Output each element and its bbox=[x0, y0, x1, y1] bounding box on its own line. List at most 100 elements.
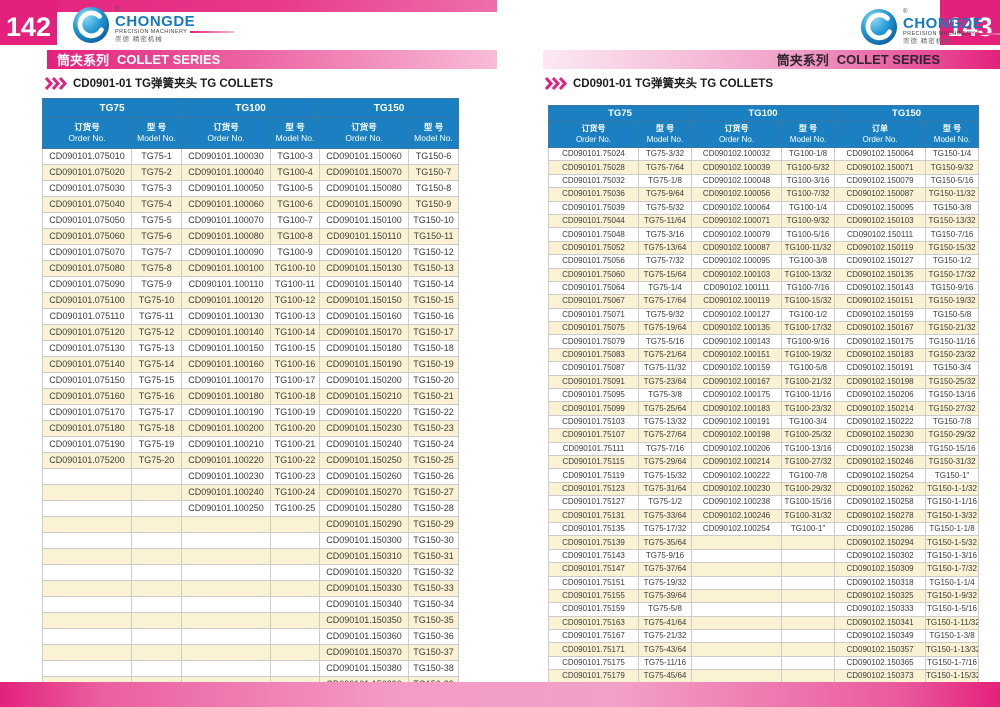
order-no-cell: CD090101.150260 bbox=[319, 468, 410, 485]
model-no-cell: TG150-21/32 bbox=[925, 321, 980, 336]
table-row: CD090101.075130 TG75-13 CD090101.100150 TG1… bbox=[42, 340, 460, 357]
order-no-cell: CD090101.150370 bbox=[319, 644, 410, 661]
table-row: CD090101.75127 TG75-1/2 CD090102.100238 TG1… bbox=[548, 495, 980, 510]
order-no-cell bbox=[42, 660, 132, 677]
model-no-cell: TG75-15/32 bbox=[637, 468, 693, 483]
column-header: 订单 Order No. bbox=[834, 121, 927, 148]
model-no-cell: TG150-31 bbox=[408, 548, 460, 565]
model-no-cell: TG150-1-3/8 bbox=[925, 629, 980, 644]
order-no-cell: CD090102.150230 bbox=[834, 428, 927, 443]
table-row: CD090101.150380 TG150-38 bbox=[42, 660, 460, 677]
model-no-cell: TG150-29 bbox=[408, 516, 460, 533]
model-no-cell: TG75-15/64 bbox=[637, 267, 693, 282]
model-no-cell: TG100-25/32 bbox=[781, 428, 836, 443]
model-no-cell: TG150-31/32 bbox=[925, 454, 980, 470]
order-no-cell: CD090101.75163 bbox=[548, 615, 639, 631]
order-no-cell: CD090101.75044 bbox=[548, 213, 639, 229]
order-no-cell: CD090101.100040 bbox=[181, 164, 272, 181]
order-no-cell: CD090101.150130 bbox=[319, 260, 410, 277]
brand-accent-line bbox=[190, 31, 235, 34]
order-no-cell: CD090101.075150 bbox=[42, 372, 132, 389]
order-no-cell: CD090101.150290 bbox=[319, 516, 410, 533]
model-no-cell bbox=[130, 564, 183, 581]
model-no-cell: TG100-3/4 bbox=[781, 414, 836, 430]
table-row: CD090101.75175 TG75-11/16 CD090102.150365 T… bbox=[548, 655, 980, 671]
group-header-row: TG75 TG100 TG150 bbox=[41, 98, 460, 118]
table-row: CD090101.75115 TG75-29/64 CD090102.100214 T… bbox=[548, 454, 980, 470]
model-no-cell: TG75-13/32 bbox=[637, 414, 693, 430]
model-no-cell: TG150-18 bbox=[408, 340, 460, 357]
table-row: CD090101.75151 TG75-19/32 CD090102.150318 T… bbox=[548, 575, 980, 590]
model-no-cell: TG150-32 bbox=[408, 564, 460, 581]
group-header: TG150 bbox=[834, 105, 980, 122]
model-no-cell bbox=[130, 612, 183, 629]
order-no-cell: CD090101.150070 bbox=[319, 164, 410, 181]
model-no-cell: TG100-1" bbox=[781, 521, 836, 537]
model-no-cell: TG100-1/8 bbox=[781, 146, 836, 162]
order-no-cell: CD090101.75135 bbox=[548, 521, 639, 537]
model-no-cell: TG75-9 bbox=[130, 276, 183, 293]
order-no-cell: CD090101.150330 bbox=[319, 580, 410, 597]
order-no-cell: CD090102.150365 bbox=[834, 655, 927, 671]
table-row: CD090101.75064 TG75-1/4 CD090102.100111 TG1… bbox=[548, 280, 980, 296]
order-no-cell: CD090101.75155 bbox=[548, 588, 639, 604]
order-no-cell: CD090101.150300 bbox=[319, 532, 410, 549]
top-strip bbox=[0, 0, 497, 12]
order-no-cell bbox=[691, 602, 783, 617]
table-row: CD090101.75036 TG75-9/64 CD090102.100056 TG… bbox=[548, 187, 980, 202]
model-no-cell: TG100-11/16 bbox=[781, 388, 836, 403]
model-no-cell: TG100-21/32 bbox=[781, 374, 836, 390]
order-no-cell: CD090101.075180 bbox=[42, 420, 132, 437]
order-no-cell: CD090101.75095 bbox=[548, 388, 639, 403]
model-no-cell bbox=[781, 562, 836, 577]
model-no-cell: TG100-9/32 bbox=[781, 213, 836, 229]
order-no-cell: CD090101.075060 bbox=[42, 228, 132, 245]
model-no-cell: TG75-11/32 bbox=[637, 361, 693, 376]
model-no-cell bbox=[270, 660, 321, 677]
model-no-cell: TG75-7/32 bbox=[637, 254, 693, 269]
order-no-cell: CD090102.100039 bbox=[691, 160, 783, 175]
model-no-cell: TG100-7 bbox=[270, 212, 321, 229]
model-no-cell: TG75-7/64 bbox=[637, 160, 693, 175]
brand-accent-line bbox=[978, 33, 1000, 36]
model-no-cell: TG100-21 bbox=[270, 436, 321, 453]
model-no-cell: TG150-7 bbox=[408, 164, 460, 181]
model-no-cell: TG75-35/64 bbox=[637, 535, 693, 550]
model-no-cell: TG100-23 bbox=[270, 468, 321, 485]
order-no-cell: CD090101.075100 bbox=[42, 292, 132, 309]
order-no-cell: CD090102.100111 bbox=[691, 280, 783, 296]
order-no-cell: CD090102.100167 bbox=[691, 374, 783, 390]
order-no-cell bbox=[42, 580, 132, 597]
order-no-cell: CD090101.075190 bbox=[42, 436, 132, 453]
model-no-cell: TG150-17 bbox=[408, 324, 460, 341]
order-no-cell: CD090101.075010 bbox=[42, 148, 132, 165]
model-no-cell: TG100-5/32 bbox=[781, 160, 836, 175]
model-no-cell: TG75-11 bbox=[130, 308, 183, 325]
model-no-cell: TG150-33 bbox=[408, 580, 460, 597]
model-no-cell: TG150-16 bbox=[408, 308, 460, 325]
model-no-cell: TG75-6 bbox=[130, 228, 183, 245]
table-row: CD090101.75099 TG75-25/64 CD090102.100183 T… bbox=[548, 401, 980, 416]
section-title-right: CD0901-01 TG弹簧夹头 TG COLLETS bbox=[545, 74, 773, 92]
order-no-cell: CD090102.150167 bbox=[834, 321, 927, 336]
order-no-cell: CD090102.100032 bbox=[691, 146, 783, 162]
model-no-cell bbox=[130, 532, 183, 549]
order-no-cell: CD090101.075030 bbox=[42, 180, 132, 197]
order-no-cell: CD090101.75071 bbox=[548, 307, 639, 323]
order-no-cell: CD090102.100095 bbox=[691, 254, 783, 269]
model-no-cell: TG150-35 bbox=[408, 612, 460, 629]
column-header: 型 号 Model No. bbox=[270, 117, 321, 149]
model-no-cell: TG75-21/32 bbox=[637, 629, 693, 644]
table-row: CD090101.75147 TG75-37/64 CD090102.150309 T… bbox=[548, 562, 980, 577]
table-row: CD090101.75171 TG75-43/64 CD090102.150357 T… bbox=[548, 642, 980, 657]
model-no-cell: TG75-8 bbox=[130, 260, 183, 277]
order-no-cell: CD090102.100230 bbox=[691, 481, 783, 497]
model-no-cell: TG150-5/8 bbox=[925, 307, 980, 323]
table-row: CD090101.75032 TG75-1/8 CD090102.100048 TG1… bbox=[548, 173, 980, 189]
order-no-cell: CD090101.75119 bbox=[548, 468, 639, 483]
model-no-cell bbox=[270, 580, 321, 597]
model-no-cell: TG75-20 bbox=[130, 452, 183, 469]
model-no-cell: TG100-13/16 bbox=[781, 441, 836, 456]
series-bar-label-cn: 筒夹系列 bbox=[776, 53, 829, 68]
order-no-cell: CD090101.150270 bbox=[319, 484, 410, 501]
